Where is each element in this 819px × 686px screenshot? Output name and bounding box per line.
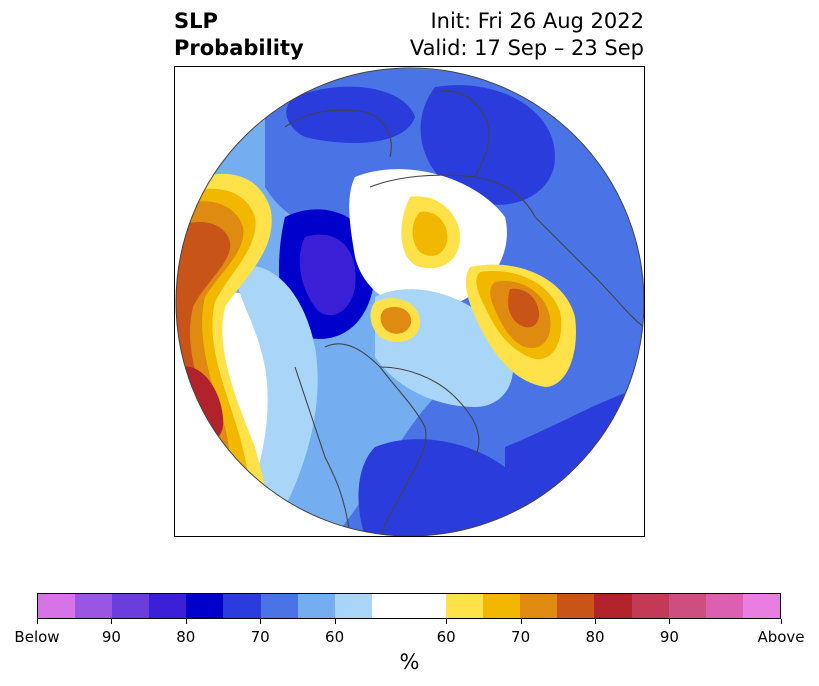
colorbar-segment	[75, 594, 113, 618]
colorbar-tickmark	[185, 619, 187, 624]
colorbar-segment	[483, 594, 521, 618]
colorbar-unit-label: %	[399, 650, 420, 674]
colorbar-tickmarks	[0, 619, 819, 625]
valid-range: Valid: 17 Sep – 23 Sep	[409, 36, 644, 60]
probability-map	[175, 67, 644, 536]
colorbar-segment	[668, 594, 706, 618]
pacific-light-band	[235, 265, 318, 536]
colorbar-segment	[520, 594, 558, 618]
colorbar-segment	[557, 594, 595, 618]
colorbar-tickmark	[111, 619, 113, 624]
colorbar-tick-label: 80	[176, 628, 196, 646]
colorbar-tickmark	[37, 619, 38, 624]
map-outline	[175, 67, 644, 536]
colorbar-segment	[223, 594, 261, 618]
polar-map	[174, 66, 645, 537]
colorbar-segment	[371, 594, 447, 618]
init-date: Init: Fri 26 Aug 2022	[430, 9, 644, 33]
colorbar-segment	[112, 594, 150, 618]
colorbar-segment	[705, 594, 743, 618]
colorbar-tick-label: 60	[436, 628, 456, 646]
map-dates: Init: Fri 26 Aug 2022 Valid: 17 Sep – 23…	[410, 8, 644, 62]
colorbar-tickmark	[446, 619, 448, 624]
colorbar-segment	[149, 594, 187, 618]
colorbar-tick-label: 60	[325, 628, 345, 646]
title-product: Probability	[174, 36, 304, 60]
pole-gold	[380, 306, 412, 334]
colorbar-tick-label: Below	[14, 628, 60, 646]
us-blue	[358, 439, 528, 536]
colorbar-segment	[334, 594, 372, 618]
colorbar-tickmark	[669, 619, 671, 624]
colorbar	[37, 593, 781, 619]
colorbar-segment	[297, 594, 335, 618]
colorbar-segment	[260, 594, 298, 618]
colorbar-tickmark	[520, 619, 522, 624]
colorbar-tick-label: 70	[250, 628, 270, 646]
atlantic-burnt	[508, 288, 540, 328]
colorbar-tick-label: 90	[101, 628, 121, 646]
colorbar-tick-label: 70	[511, 628, 531, 646]
asia-deep-blue	[286, 86, 415, 143]
colorbar-segment	[631, 594, 669, 618]
west-blue-core	[299, 234, 356, 316]
colorbar-tick-label: Above	[757, 628, 805, 646]
colorbar-segment	[38, 594, 76, 618]
colorbar-tick-labels: Below 90 80 70 60 60 70 80 90 Above	[0, 628, 819, 648]
siberia-gold	[412, 211, 448, 256]
colorbar-tick-label: 80	[585, 628, 605, 646]
colorbar-segment	[446, 594, 484, 618]
colorbar-tickmark	[260, 619, 262, 624]
colorbar-tick-label: 90	[659, 628, 679, 646]
colorbar-tickmark	[595, 619, 596, 624]
colorbar-tickmark	[334, 619, 336, 624]
map-title: SLP Probability	[174, 8, 304, 62]
colorbar-segment	[186, 594, 224, 618]
colorbar-tickmark	[781, 619, 782, 624]
coastlines	[284, 90, 644, 536]
colorbar-segment	[594, 594, 632, 618]
colorbar-segment	[742, 594, 780, 618]
title-variable: SLP	[174, 9, 218, 33]
